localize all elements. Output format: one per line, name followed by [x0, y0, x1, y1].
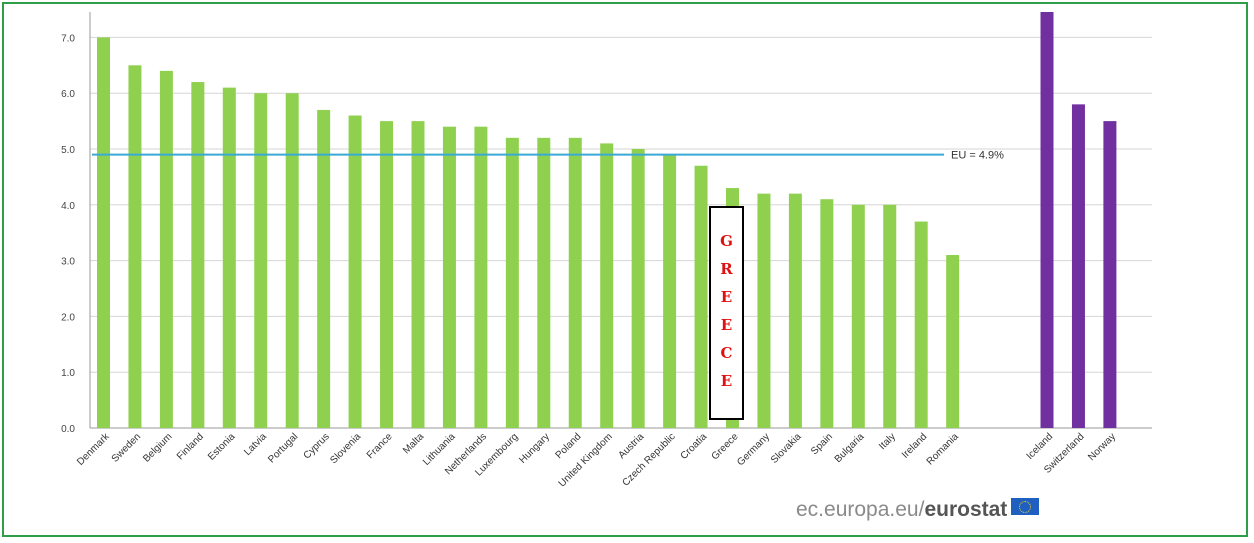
bar-denmark [97, 37, 110, 428]
x-tick-label: Iceland [1025, 431, 1056, 462]
x-tick-label: France [365, 431, 395, 461]
bar-sweden [128, 65, 141, 428]
x-tick-label: Slovenia [328, 431, 363, 466]
y-tick-label: 5.0 [61, 145, 75, 156]
x-tick-label: Poland [554, 431, 584, 461]
bars [97, 12, 1116, 428]
bar-romania [946, 255, 959, 428]
bar-croatia [695, 166, 708, 428]
bar-france [380, 121, 393, 428]
bar-switzerland [1072, 104, 1085, 428]
bar-belgium [160, 71, 173, 428]
bar-malta [412, 121, 425, 428]
greece-letter: E [721, 288, 732, 306]
x-tick-label: Belgium [141, 431, 174, 464]
x-tick-label: Estonia [206, 431, 238, 463]
bar-lithuania [443, 127, 456, 428]
y-tick-label: 0.0 [61, 424, 75, 435]
x-tick-label: Malta [401, 431, 426, 456]
x-tick-label: Bulgaria [833, 431, 867, 465]
bar-iceland [1041, 12, 1054, 428]
credit-prefix: ec.europa.eu/ [796, 498, 924, 521]
eu-flag-icon [1011, 498, 1039, 515]
x-tick-label: Portugal [266, 431, 300, 465]
bar-finland [191, 82, 204, 428]
x-tick-label: Norway [1086, 431, 1118, 463]
y-tick-label: 6.0 [61, 89, 75, 100]
y-tick-label: 2.0 [61, 312, 75, 323]
greece-letter: E [721, 372, 732, 390]
bar-latvia [254, 93, 267, 428]
x-tick-label: Spain [809, 431, 835, 457]
y-tick-label: 7.0 [61, 33, 75, 44]
grid-lines [90, 37, 1152, 428]
x-tick-label: Greece [710, 431, 741, 462]
bar-estonia [223, 88, 236, 428]
greece-letter: R [720, 260, 733, 278]
bar-netherlands [474, 127, 487, 428]
greece-letter: E [721, 316, 732, 334]
bar-italy [883, 205, 896, 428]
y-tick-label: 3.0 [61, 257, 75, 268]
y-tick-label: 1.0 [61, 368, 75, 379]
credit-brand: eurostat [924, 498, 1007, 521]
bar-ireland [915, 222, 928, 428]
bar-norway [1103, 121, 1116, 428]
bar-poland [569, 138, 582, 428]
x-tick-label: Hungary [517, 431, 552, 466]
x-tick-label: Romania [925, 431, 961, 467]
x-tick-label: Finland [175, 431, 206, 462]
bar-hungary [537, 138, 550, 428]
eurostat-credit: ec.europa.eu/eurostat [796, 498, 1039, 522]
x-tick-label: Germany [735, 431, 772, 468]
bar-united-kingdom [600, 143, 613, 428]
eu-average-label: EU = 4.9% [951, 150, 1004, 162]
bar-luxembourg [506, 138, 519, 428]
bar-slovenia [349, 116, 362, 428]
greece-letter: G [720, 232, 733, 250]
x-tick-label: Latvia [242, 431, 269, 458]
bar-czech-republic [663, 155, 676, 428]
x-tick-label: Denmark [75, 431, 112, 468]
x-tick-label: Croatia [679, 431, 710, 462]
bar-cyprus [317, 110, 330, 428]
bar-slovakia [789, 194, 802, 428]
bar-austria [632, 149, 645, 428]
x-tick-label: Sweden [110, 431, 143, 464]
greece-letter: C [721, 344, 733, 362]
x-tick-label: United Kingdom [557, 431, 615, 489]
bar-bulgaria [852, 205, 865, 428]
y-axis: 0.0 1.0 2.0 3.0 4.0 5.0 6.0 7.0 [61, 12, 90, 435]
x-tick-label: Ireland [900, 431, 929, 460]
y-tick-label: 4.0 [61, 201, 75, 212]
x-tick-label: Slovakia [769, 431, 804, 466]
x-tick-label: Austria [616, 431, 646, 461]
bar-portugal [286, 93, 299, 428]
x-tick-label: Italy [877, 431, 898, 452]
bar-spain [820, 199, 833, 428]
x-tick-label: Cyprus [302, 431, 332, 461]
bar-germany [757, 194, 770, 428]
